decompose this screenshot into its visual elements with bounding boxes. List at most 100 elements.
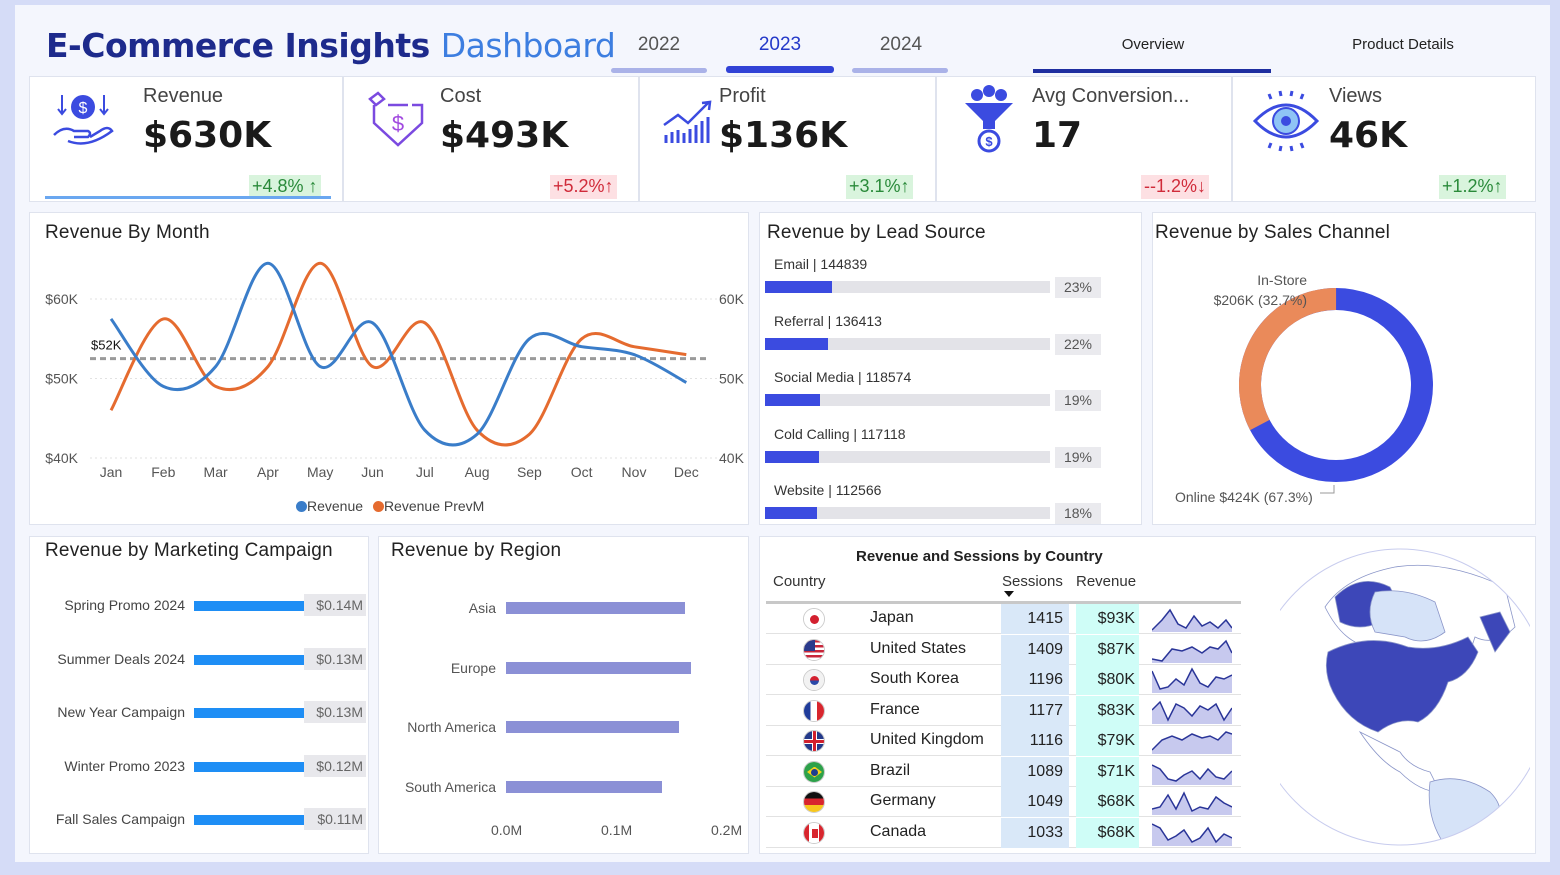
- campaign-bar[interactable]: [194, 761, 332, 772]
- region-title: Revenue by Region: [391, 540, 562, 561]
- lead-source-pct: 23%: [1055, 277, 1101, 298]
- average-label: $52K: [91, 338, 122, 353]
- revenue-cell: $68K: [1076, 787, 1139, 817]
- campaign-label: Summer Deals 2024: [57, 650, 185, 667]
- region-bar[interactable]: [506, 661, 691, 674]
- region-bar[interactable]: [506, 721, 679, 733]
- year-2023-button[interactable]: 2023: [758, 34, 802, 55]
- region-label: Europe: [450, 659, 496, 676]
- region-tick-1: 0.1M: [601, 822, 633, 838]
- lead-source-bar[interactable]: [765, 394, 820, 406]
- table-row[interactable]: Germany 1049 $68K: [766, 787, 1241, 817]
- country-flag-icon: [803, 699, 825, 722]
- campaign-bar[interactable]: [194, 708, 343, 718]
- table-row[interactable]: United Kingdom 1116 $79K: [766, 726, 1241, 756]
- kpi-cost-delta: +5.2%↑: [550, 175, 617, 199]
- tab-overview[interactable]: Overview: [1121, 36, 1185, 53]
- x-tick-label: Nov: [622, 464, 647, 480]
- kpi-cost-card[interactable]: $ Cost $493K +5.2%↑: [343, 76, 639, 202]
- lead-source-track[interactable]: [765, 337, 1050, 350]
- lead-source-track[interactable]: [765, 394, 1050, 406]
- lead-source-track[interactable]: [765, 507, 1050, 519]
- table-row[interactable]: South Korea 1196 $80K: [766, 665, 1241, 695]
- lead-source-bar[interactable]: [765, 337, 828, 350]
- x-tick-label: Jul: [416, 464, 434, 480]
- campaign-label: Spring Promo 2024: [64, 597, 185, 613]
- region-tick-2: 0.2M: [711, 822, 743, 838]
- sales-channel-card[interactable]: Revenue by Sales Channel In-Store $206K …: [1152, 212, 1536, 525]
- kpi-revenue-delta: +4.8% ↑: [249, 175, 321, 199]
- online-label: Online $424K (67.3%): [1175, 489, 1313, 505]
- country-name: Brazil: [870, 761, 911, 779]
- country-name: France: [870, 700, 920, 718]
- table-row[interactable]: France 1177 $83K: [766, 695, 1241, 726]
- globe-outline: [1280, 548, 1530, 846]
- year-2022-button[interactable]: 2022: [637, 34, 681, 55]
- kpi-conversion-label: Avg Conversion...: [1032, 85, 1190, 107]
- chart-legend: Revenue Revenue PrevM: [296, 498, 484, 514]
- lead-source-bar[interactable]: [765, 281, 832, 293]
- region-bar[interactable]: [506, 602, 686, 614]
- country-table-card[interactable]: Revenue and Sessions by Country Country …: [759, 536, 1536, 854]
- lead-source-card[interactable]: Revenue by Lead Source Email | 144839 23…: [759, 212, 1142, 525]
- campaign-value: $0.14M: [304, 594, 366, 616]
- region-card[interactable]: Revenue by Region Asia Europe North Amer…: [378, 536, 749, 854]
- series-line-revenue-prevm[interactable]: [109, 261, 687, 447]
- campaign-bar[interactable]: [194, 815, 320, 825]
- revenue-by-month-title: Revenue By Month: [45, 222, 210, 243]
- kpi-conversion-card[interactable]: $ Avg Conversion... 17 --1.2%↓: [936, 76, 1232, 202]
- lead-source-pct: 22%: [1055, 333, 1101, 355]
- revenue-sparkline: [1152, 608, 1232, 632]
- campaign-value: $0.13M: [304, 647, 366, 670]
- campaign-value: $0.13M: [304, 701, 366, 723]
- table-row[interactable]: Brazil 1089 $71K: [766, 756, 1241, 787]
- revenue-cell: $68K: [1076, 817, 1139, 848]
- country-flag-icon: [803, 669, 825, 691]
- sales-channel-donut[interactable]: [1153, 213, 1535, 524]
- instore-label: In-Store: [1257, 272, 1307, 288]
- lead-source-bar[interactable]: [765, 507, 817, 519]
- world-map[interactable]: [1280, 547, 1530, 847]
- table-row[interactable]: Canada 1033 $68K: [766, 817, 1241, 848]
- lead-source-track[interactable]: [765, 450, 1050, 463]
- col-country-header[interactable]: Country: [773, 573, 826, 590]
- map-brazil: [1428, 778, 1501, 845]
- table-row[interactable]: United States 1409 $87K: [766, 634, 1241, 665]
- campaign-bar[interactable]: [194, 654, 343, 665]
- table-row[interactable]: Japan 1415 $93K: [766, 604, 1241, 634]
- revenue-by-month-chart[interactable]: $40K 40K $50K 50K $60K 60K Jan Feb Mar Apr May Jun J…: [30, 213, 748, 524]
- cost-shield-icon: $: [368, 91, 424, 147]
- table-header-divider: [766, 601, 1241, 604]
- col-revenue-header[interactable]: Revenue: [1076, 573, 1137, 590]
- region-bar[interactable]: [506, 780, 663, 793]
- kpi-views-card[interactable]: Views 46K +1.2%↑: [1232, 76, 1536, 202]
- lead-source-track[interactable]: [765, 281, 1050, 293]
- revenue-cell: $79K: [1076, 726, 1139, 756]
- kpi-revenue-card[interactable]: $ Revenue $630K +4.8% ↑: [29, 76, 343, 202]
- year-2024-button[interactable]: 2024: [879, 34, 923, 55]
- tab-product-details[interactable]: Product Details: [1352, 36, 1454, 53]
- funnel-icon: $: [965, 85, 1013, 153]
- active-tab-indicator: [1033, 69, 1271, 73]
- legend-revenue: Revenue: [307, 498, 364, 514]
- col-sessions-header[interactable]: Sessions: [1002, 573, 1063, 590]
- revenue-by-month-card[interactable]: Revenue By Month $40K 40K $50K 50K $60K 60K Ja…: [29, 212, 749, 525]
- campaign-bar[interactable]: [194, 601, 354, 611]
- marketing-campaign-card[interactable]: Revenue by Marketing Campaign Spring Pro…: [29, 536, 369, 854]
- sessions-cell: 1033: [1001, 817, 1069, 848]
- sessions-cell: 1196: [1001, 665, 1069, 695]
- x-tick-label: Jun: [361, 464, 384, 480]
- instore-value: $206K (32.7%): [1213, 292, 1307, 308]
- lead-source-title: Revenue by Lead Source: [767, 222, 986, 243]
- revenue-cell: $93K: [1076, 604, 1139, 634]
- donut-instore-slice[interactable]: [1220, 269, 1452, 501]
- series-line-revenue[interactable]: [109, 261, 688, 447]
- kpi-profit-card[interactable]: Profit $136K +3.1%↑: [639, 76, 936, 202]
- year-2023-indicator: [726, 66, 834, 73]
- x-tick-label: Jan: [100, 464, 123, 480]
- revenue-sparkline: [1152, 763, 1232, 785]
- sessions-cell: 1409: [1001, 634, 1069, 665]
- lead-source-bar[interactable]: [765, 450, 819, 463]
- sort-desc-icon[interactable]: [1004, 591, 1014, 597]
- kpi-profit-delta: +3.1%↑: [846, 175, 913, 199]
